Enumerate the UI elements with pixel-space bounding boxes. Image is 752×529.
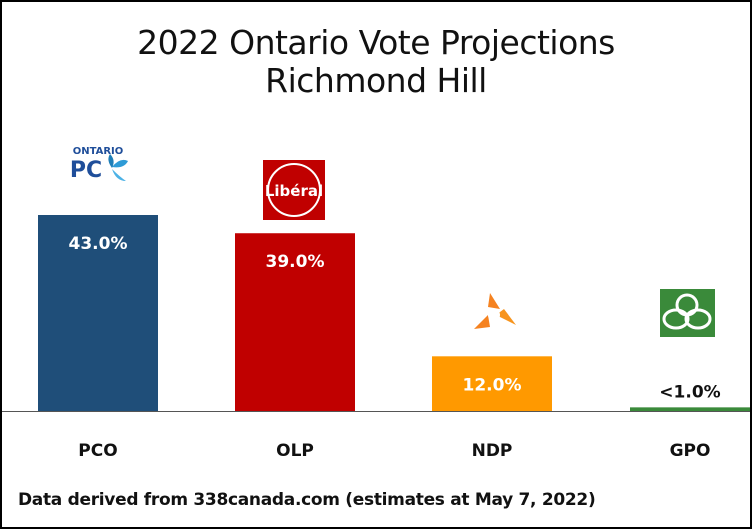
green-logo-leaf-icon bbox=[675, 293, 699, 317]
ndp-logo-petal-icon bbox=[474, 315, 490, 329]
category-label-ndp: NDP bbox=[472, 441, 513, 461]
bar-olp bbox=[235, 233, 355, 411]
trillium-leaf-icon bbox=[108, 154, 114, 168]
green-logo-leaf-icon bbox=[684, 308, 712, 330]
category-label-gpo: GPO bbox=[670, 441, 711, 461]
liberal-logo-square bbox=[263, 160, 325, 220]
bar-ndp bbox=[432, 356, 552, 411]
ontario-green-logo bbox=[660, 289, 715, 337]
category-label-pco: PCO bbox=[78, 441, 117, 461]
trillium-leaf-icon bbox=[112, 169, 126, 181]
chart-title-line: 2022 Ontario Vote Projections bbox=[137, 23, 615, 62]
data-label-ndp: 12.0% bbox=[463, 375, 522, 395]
ontario-ndp-logo bbox=[474, 293, 516, 329]
bar-gpo bbox=[630, 407, 750, 411]
green-logo-leaf-icon bbox=[662, 308, 690, 330]
liberal-logo-ring bbox=[267, 163, 321, 217]
ndp-logo-center-icon bbox=[488, 309, 500, 321]
data-label-pco: 43.0% bbox=[69, 234, 128, 254]
source-note: Data derived from 338canada.com (estimat… bbox=[18, 490, 596, 510]
logo-text-pc: PC bbox=[70, 158, 102, 183]
logo-text-ontario: ONTARIO bbox=[73, 146, 124, 157]
chart-subtitle: Richmond Hill bbox=[265, 61, 487, 100]
bar-pco bbox=[38, 215, 158, 411]
data-label-gpo: <1.0% bbox=[659, 382, 720, 402]
data-label-olp: 39.0% bbox=[266, 252, 325, 272]
ndp-logo-petal-icon bbox=[496, 309, 516, 325]
logo-text-liberal: Libéral bbox=[265, 182, 323, 200]
ontario-liberal-logo: Libéral bbox=[263, 160, 325, 220]
trillium-leaf-icon bbox=[112, 159, 128, 168]
chart-title: 2022 Ontario Vote Projections Richmond H… bbox=[2, 24, 750, 100]
x-axis-baseline bbox=[2, 411, 750, 412]
category-label-olp: OLP bbox=[276, 441, 314, 461]
ndp-logo-petal-icon bbox=[488, 293, 500, 309]
